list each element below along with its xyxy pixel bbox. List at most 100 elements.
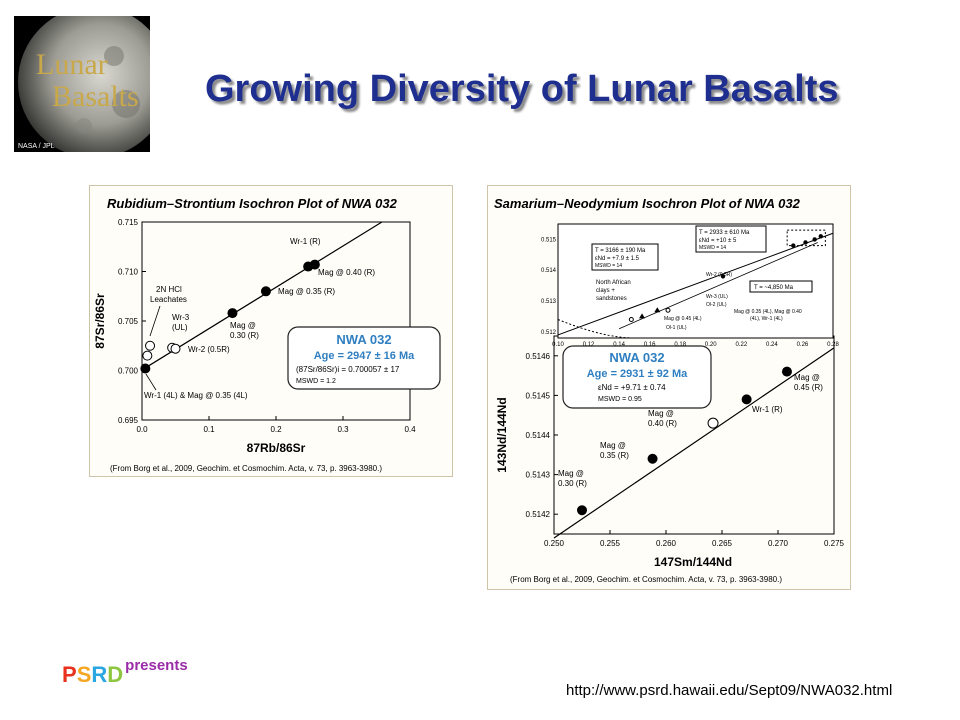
- smnd-result-box: [562, 345, 712, 409]
- logo-word-2: Basalts: [52, 80, 139, 113]
- rbsr-annotation: (UL): [172, 323, 188, 332]
- smnd-inset-point: [791, 243, 796, 248]
- smnd-inset-point: [812, 237, 817, 242]
- smnd-inset-x-tick-label: 0.22: [735, 342, 747, 348]
- smnd-x-tick-label: 0.265: [712, 539, 733, 548]
- smnd-inset-y-tick-label: 0.513: [541, 299, 557, 305]
- smnd-inset-line: [618, 242, 818, 330]
- smnd-inset-x-tick-label: 0.28: [827, 342, 839, 348]
- lunar-basalts-logo: Lunar Basalts NASA / JPL: [14, 16, 150, 152]
- rbsr-annotation: Leachates: [150, 295, 187, 304]
- rbsr-annotation: Wr-1 (R): [290, 237, 321, 246]
- smnd-isochron-line: [553, 347, 835, 539]
- smnd-inset-label: εNd = +7.9 ± 1.5: [595, 256, 640, 262]
- smnd-inset-y-tick-label: 0.515: [541, 237, 557, 243]
- smnd-inset-x-tick-label: 0.24: [766, 342, 778, 348]
- smnd-inset-x-tick-label: 0.26: [797, 342, 809, 348]
- smnd-inset-x-tick-label: 0.18: [674, 342, 686, 348]
- smnd-inset-label: Mag @ 0.35 (4L), Mag @ 0.40: [734, 309, 802, 315]
- smnd-x-axis-label: 147Sm/144Nd: [654, 555, 732, 569]
- rbsr-x-tick-label: 0.4: [404, 425, 416, 434]
- smnd-inset-label: Wr-3 (UL): [706, 294, 728, 300]
- rbsr-y-tick-label: 0.705: [118, 317, 139, 326]
- smnd-inset-label: MSWD = 14: [699, 245, 726, 251]
- rbsr-leader-line: [149, 305, 161, 337]
- rbsr-filled-point: [140, 363, 151, 374]
- smnd-annotation: Mag @: [794, 373, 820, 382]
- smnd-inset-x-tick-label: 0.16: [644, 342, 656, 348]
- smnd-inset-x-tick-label: 0.10: [552, 342, 564, 348]
- smnd-inset-label-box: [591, 243, 659, 271]
- smnd-annotation: 0.35 (R): [600, 451, 629, 460]
- rbsr-result-ratio: (87Sr/86Sr)i = 0.700057 ± 17: [296, 365, 400, 374]
- rbsr-result-name: NWA 032: [336, 332, 391, 347]
- rbsr-annotation: Wr-2 (0.5R): [188, 345, 230, 354]
- smnd-inset-label: Mag @ 0.45 (4L): [664, 316, 702, 322]
- rbsr-y-tick-label: 0.695: [118, 416, 139, 425]
- rbsr-x-tick-label: 0.2: [270, 425, 282, 434]
- smnd-inset-open-point: [628, 317, 634, 323]
- rbsr-annotation: Mag @ 0.35 (R): [278, 287, 335, 296]
- rbsr-result-age: Age = 2947 ± 16 Ma: [314, 350, 415, 362]
- logo-word-1: Lunar: [36, 48, 108, 81]
- smnd-inset-x-tick-label: 0.20: [705, 342, 717, 348]
- smnd-chart-panel: Samarium–Neodymium Isochron Plot of NWA …: [487, 185, 851, 590]
- smnd-result-age: Age = 2931 ± 92 Ma: [587, 368, 688, 380]
- rbsr-annotation: Wr-3: [172, 313, 190, 322]
- rbsr-annotation: Wr-1 (4L) & Mag @ 0.35 (4L): [144, 391, 248, 400]
- smnd-result-eps: εNd = +9.71 ± 0.74: [598, 383, 666, 392]
- smnd-inset-line: [557, 232, 834, 336]
- psrd-letter: R: [91, 662, 108, 687]
- rbsr-open-point: [170, 343, 181, 354]
- smnd-open-point: [707, 417, 719, 429]
- smnd-inset-x-tick-label: 0.12: [583, 342, 595, 348]
- smnd-inset-label: MSWD = 14: [595, 263, 622, 269]
- rbsr-result-box: [287, 326, 441, 390]
- rbsr-open-point: [142, 350, 153, 361]
- smnd-y-tick-label: 0.5146: [526, 352, 551, 361]
- slide-title: Growing Diversity of Lunar Basalts: [205, 68, 839, 110]
- psrd-presents-brand: PSRD presents: [62, 657, 188, 688]
- rbsr-filled-point: [309, 259, 320, 270]
- rbsr-annotation: 2N HCl: [156, 285, 182, 294]
- smnd-inset-label-box: [749, 280, 813, 293]
- rbsr-y-axis-label: 87Sr/86Sr: [93, 293, 107, 349]
- rbsr-title: Rubidium–Strontium Isochron Plot of NWA …: [107, 196, 398, 211]
- smnd-inset-label: T = 2933 ± 610 Ma: [699, 230, 750, 236]
- smnd-inset-label-box: [695, 225, 767, 253]
- smnd-citation: (From Borg et al., 2009, Geochim. et Cos…: [510, 575, 782, 584]
- smnd-inset-point: [803, 240, 808, 245]
- psrd-letter: P: [62, 662, 77, 687]
- smnd-y-axis-label: 143Nd/144Nd: [495, 397, 509, 472]
- rbsr-annotation: Mag @: [230, 321, 256, 330]
- rbsr-citation: (From Borg et al., 2009, Geochim. et Cos…: [110, 464, 382, 473]
- smnd-inset-point: [720, 274, 726, 279]
- smnd-inset-label: T = ~4,850 Ma: [754, 285, 794, 291]
- smnd-annotation: 0.45 (R): [794, 383, 823, 392]
- smnd-filled-point: [647, 453, 658, 464]
- smnd-inset-label: Ol-2 (UL): [706, 302, 727, 308]
- rbsr-x-tick-label: 0.1: [203, 425, 215, 434]
- smnd-inset-label: T = 3166 ± 190 Ma: [595, 248, 646, 254]
- smnd-chart: Samarium–Neodymium Isochron Plot of NWA …: [494, 196, 845, 584]
- smnd-annotation: Mag @: [600, 441, 626, 450]
- smnd-inset-point: [818, 234, 823, 239]
- rbsr-x-tick-label: 0.3: [337, 425, 349, 434]
- rbsr-y-tick-label: 0.715: [118, 218, 139, 227]
- smnd-inset-label: North African: [596, 280, 631, 286]
- smnd-x-tick-label: 0.250: [544, 539, 565, 548]
- moon-image: Lunar Basalts NASA / JPL: [18, 16, 150, 152]
- rbsr-chart-panel: Rubidium–Strontium Isochron Plot of NWA …: [89, 185, 453, 477]
- source-url[interactable]: http://www.psrd.hawaii.edu/Sept09/NWA032…: [566, 682, 893, 699]
- smnd-annotation: Mag @: [648, 409, 674, 418]
- smnd-filled-point: [741, 394, 752, 405]
- smnd-inset-y-tick-label: 0.514: [541, 268, 557, 274]
- smnd-y-tick-label: 0.5142: [526, 510, 551, 519]
- smnd-filled-point: [781, 366, 792, 377]
- psrd-letters: PSRD: [62, 662, 123, 688]
- psrd-letter: S: [76, 662, 92, 687]
- rbsr-open-point: [145, 340, 156, 351]
- smnd-inset-label: Wr-2 (0.5R): [706, 272, 732, 278]
- smnd-x-tick-label: 0.270: [768, 539, 789, 548]
- smnd-inset-label: clays +: [596, 288, 615, 294]
